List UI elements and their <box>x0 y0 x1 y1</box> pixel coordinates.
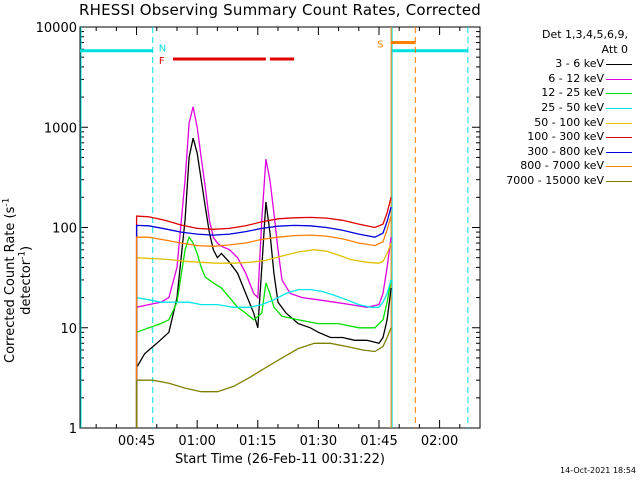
x-tick-label: 01:45 <box>360 434 397 449</box>
legend-label: 100 - 300 keV <box>527 130 604 144</box>
legend-label: 12 - 25 keV <box>541 86 604 100</box>
series-line-6 <box>135 197 392 428</box>
y-tick-label: 10 <box>60 322 77 337</box>
legend-label: 800 - 7000 keV <box>520 159 604 173</box>
plot-frame <box>79 26 481 429</box>
legend-label: 6 - 12 keV <box>548 71 604 85</box>
legend-item: 300 - 800 keV <box>470 145 638 160</box>
x-tick-label: 02:00 <box>421 434 458 449</box>
series-line-3 <box>135 235 392 428</box>
legend-label: 50 - 100 keV <box>534 115 604 129</box>
legend-swatch <box>606 180 632 182</box>
legend-swatch <box>606 166 632 168</box>
generation-timestamp: 14-Oct-2021 18:54 <box>560 466 636 475</box>
legend-item: 100 - 300 keV <box>470 130 638 145</box>
series-line-8 <box>135 215 392 428</box>
legend: Det 1,3,4,5,6,9, Att 0 3 - 6 keV 6 - 12 k… <box>470 28 638 189</box>
legend-label: 25 - 50 keV <box>541 100 604 114</box>
y-tick-label: 1000 <box>44 121 77 136</box>
y-axis-label: Corrected Count Rate (s-1 detector-1) <box>1 197 35 363</box>
legend-header-attenuator: Att 0 <box>601 42 628 56</box>
legend-swatch <box>606 137 632 139</box>
chart-title: RHESSI Observing Summary Count Rates, Co… <box>78 1 481 19</box>
legend-label: 300 - 800 keV <box>527 144 604 158</box>
legend-header-detectors: Det 1,3,4,5,6,9, <box>541 28 628 41</box>
legend-swatch <box>606 64 632 66</box>
series-line-4 <box>135 279 392 428</box>
legend-swatch <box>606 107 632 109</box>
legend-swatch <box>606 151 632 153</box>
flare-flag-label: F <box>159 56 165 67</box>
x-tick-label: 00:45 <box>118 434 155 449</box>
legend-item: 50 - 100 keV <box>470 116 638 131</box>
legend-item: 7000 - 15000 keV <box>470 174 638 189</box>
x-tick-label: 01:00 <box>178 434 215 449</box>
series-line-7 <box>135 206 392 428</box>
legend-item: 800 - 7000 keV <box>470 159 638 174</box>
night-flag-label: N <box>159 44 166 55</box>
series-line-1 <box>135 137 392 428</box>
series-line-5 <box>135 242 392 428</box>
x-axis-label: Start Time (26-Feb-11 00:31:22) <box>175 452 385 467</box>
saa-flag-label: S <box>377 40 383 51</box>
legend-label: 3 - 6 keV <box>555 57 604 71</box>
series-line-2 <box>135 106 392 428</box>
y-tick-label: 100 <box>52 222 77 237</box>
series-line-9 <box>135 327 392 428</box>
legend-item: 25 - 50 keV <box>470 101 638 116</box>
legend-swatch <box>606 122 632 124</box>
legend-swatch <box>606 78 632 80</box>
x-tick-label: 01:30 <box>300 434 337 449</box>
legend-item: 6 - 12 keV <box>470 72 638 87</box>
legend-label: 7000 - 15000 keV <box>506 173 604 187</box>
y-tick-label: 10000 <box>36 21 77 36</box>
legend-item: 3 - 6 keV <box>470 57 638 72</box>
x-tick-label: 01:15 <box>239 434 276 449</box>
legend-item: 12 - 25 keV <box>470 86 638 101</box>
legend-swatch <box>606 93 632 95</box>
y-tick-label: 1 <box>69 422 77 437</box>
